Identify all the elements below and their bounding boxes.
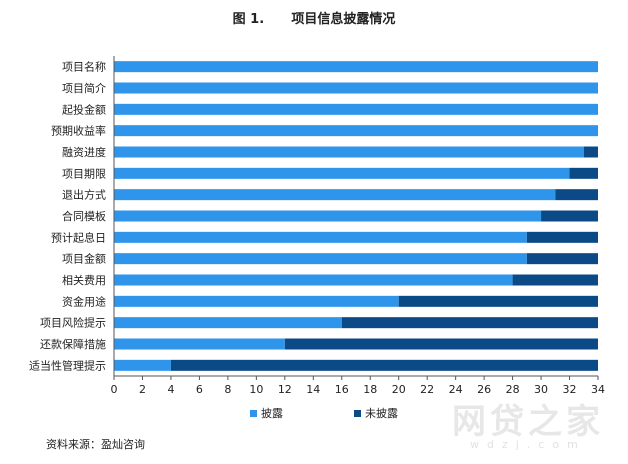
x-tick-label-12: 24 — [449, 383, 463, 396]
x-tick-label-4: 8 — [224, 383, 231, 396]
x-tick-label-2: 4 — [167, 383, 174, 396]
bar-undisclosed-6 — [555, 189, 598, 201]
bar-disclosed-6 — [114, 189, 556, 201]
x-tick-label-6: 12 — [278, 383, 292, 396]
legend-swatch-1 — [354, 410, 361, 417]
x-tick-label-5: 10 — [249, 383, 263, 396]
category-label-11: 资金用途 — [62, 294, 106, 308]
bars-layer — [114, 61, 599, 371]
bar-disclosed-12 — [114, 317, 342, 329]
category-label-6: 退出方式 — [62, 188, 106, 202]
category-label-13: 还款保障措施 — [40, 337, 106, 351]
bar-disclosed-1 — [114, 82, 598, 94]
x-tick-label-17: 34 — [591, 383, 605, 396]
bar-undisclosed-7 — [541, 210, 598, 222]
x-tick-label-14: 28 — [506, 383, 520, 396]
bar-disclosed-2 — [114, 103, 598, 115]
x-tick-label-9: 18 — [363, 383, 377, 396]
bar-undisclosed-12 — [341, 317, 598, 329]
x-tick-label-16: 32 — [563, 383, 577, 396]
category-labels: 项目名称项目简介起投金额预期收益率融资进度项目期限退出方式合同模板预计起息日项目… — [29, 60, 106, 373]
x-tick-label-0: 0 — [111, 383, 118, 396]
bar-disclosed-13 — [114, 338, 285, 350]
x-tick-label-13: 26 — [477, 383, 491, 396]
x-tick-label-10: 20 — [392, 383, 406, 396]
category-label-0: 项目名称 — [62, 60, 106, 74]
category-label-4: 融资进度 — [62, 145, 106, 159]
bar-undisclosed-9 — [526, 253, 598, 265]
x-tick-label-1: 2 — [139, 383, 146, 396]
bar-disclosed-10 — [114, 274, 513, 286]
bar-undisclosed-5 — [569, 167, 598, 179]
x-tick-label-8: 16 — [335, 383, 349, 396]
bar-disclosed-14 — [114, 359, 171, 371]
legend-label-1: 未披露 — [365, 406, 398, 420]
bar-disclosed-7 — [114, 210, 542, 222]
category-label-14: 适当性管理提示 — [29, 358, 106, 372]
category-label-3: 预期收益率 — [51, 124, 106, 138]
category-label-10: 相关费用 — [62, 273, 106, 287]
x-tick-label-11: 22 — [420, 383, 434, 396]
bar-disclosed-0 — [114, 61, 598, 73]
bar-disclosed-11 — [114, 295, 399, 307]
legend: 披露 未披露 — [250, 406, 398, 420]
category-label-9: 项目金额 — [62, 252, 106, 266]
bar-undisclosed-13 — [284, 338, 598, 350]
source-note: 资料来源：盈灿咨询 — [46, 438, 145, 451]
category-label-12: 项目风险提示 — [40, 316, 106, 330]
legend-swatch-0 — [250, 410, 257, 417]
category-label-8: 预计起息日 — [51, 230, 106, 244]
category-label-7: 合同模板 — [62, 209, 106, 223]
x-tick-label-15: 30 — [534, 383, 548, 396]
bar-undisclosed-10 — [512, 274, 598, 286]
legend-label-0: 披露 — [261, 406, 283, 420]
category-label-1: 项目简介 — [62, 81, 106, 95]
bar-disclosed-9 — [114, 253, 527, 265]
bar-undisclosed-11 — [398, 295, 598, 307]
bar-undisclosed-8 — [526, 231, 598, 243]
bar-undisclosed-14 — [170, 359, 599, 371]
x-tick-label-7: 14 — [306, 383, 320, 396]
chart-title: 图 1. 项目信息披露情况 — [232, 12, 396, 27]
bar-undisclosed-4 — [583, 146, 598, 158]
bar-disclosed-8 — [114, 231, 527, 243]
category-label-2: 起投金额 — [62, 102, 106, 116]
category-label-5: 项目期限 — [62, 167, 106, 180]
watermark-logo: 网贷之家 — [452, 402, 604, 442]
bar-disclosed-4 — [114, 146, 584, 158]
watermark-url: wdzj.com — [470, 438, 586, 451]
bar-disclosed-5 — [114, 167, 570, 179]
x-tick-label-3: 6 — [196, 383, 203, 396]
bar-disclosed-3 — [114, 125, 598, 137]
x-axis-ticks: 0 2 4 6 8 10 12 14 16 18 20 22 24 26 28 30 32 34 — [111, 376, 605, 396]
